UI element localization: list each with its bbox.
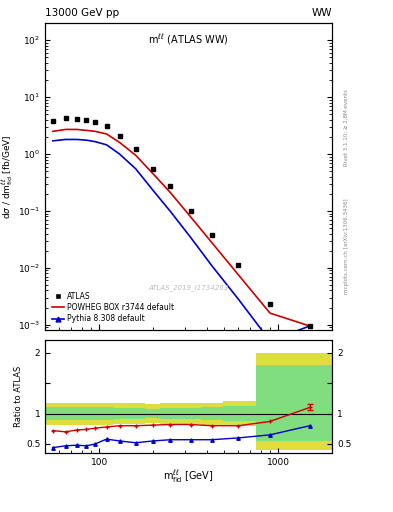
Legend: ATLAS, POWHEG BOX r3744 default, Pythia 8.308 default: ATLAS, POWHEG BOX r3744 default, Pythia … xyxy=(49,289,178,327)
Text: 13000 GeV pp: 13000 GeV pp xyxy=(45,8,119,18)
Y-axis label: d$\sigma$ / dm$^{\ell\ell}_{\rm fid}$ [fb/GeV]: d$\sigma$ / dm$^{\ell\ell}_{\rm fid}$ [f… xyxy=(0,134,15,219)
Text: WW: WW xyxy=(312,8,332,18)
Y-axis label: Ratio to ATLAS: Ratio to ATLAS xyxy=(14,366,23,428)
Text: m$^{\ell\ell}$ (ATLAS WW): m$^{\ell\ell}$ (ATLAS WW) xyxy=(148,32,229,47)
Text: ATLAS_2019_I1734263: ATLAS_2019_I1734263 xyxy=(149,284,229,291)
Text: Rivet 3.1.10; ≥ 2.8M events: Rivet 3.1.10; ≥ 2.8M events xyxy=(344,90,349,166)
X-axis label: m$^{\ell\ell}_{\rm fid}$ [GeV]: m$^{\ell\ell}_{\rm fid}$ [GeV] xyxy=(163,468,214,485)
Text: mcplots.cern.ch [arXiv:1306.3436]: mcplots.cern.ch [arXiv:1306.3436] xyxy=(344,198,349,293)
